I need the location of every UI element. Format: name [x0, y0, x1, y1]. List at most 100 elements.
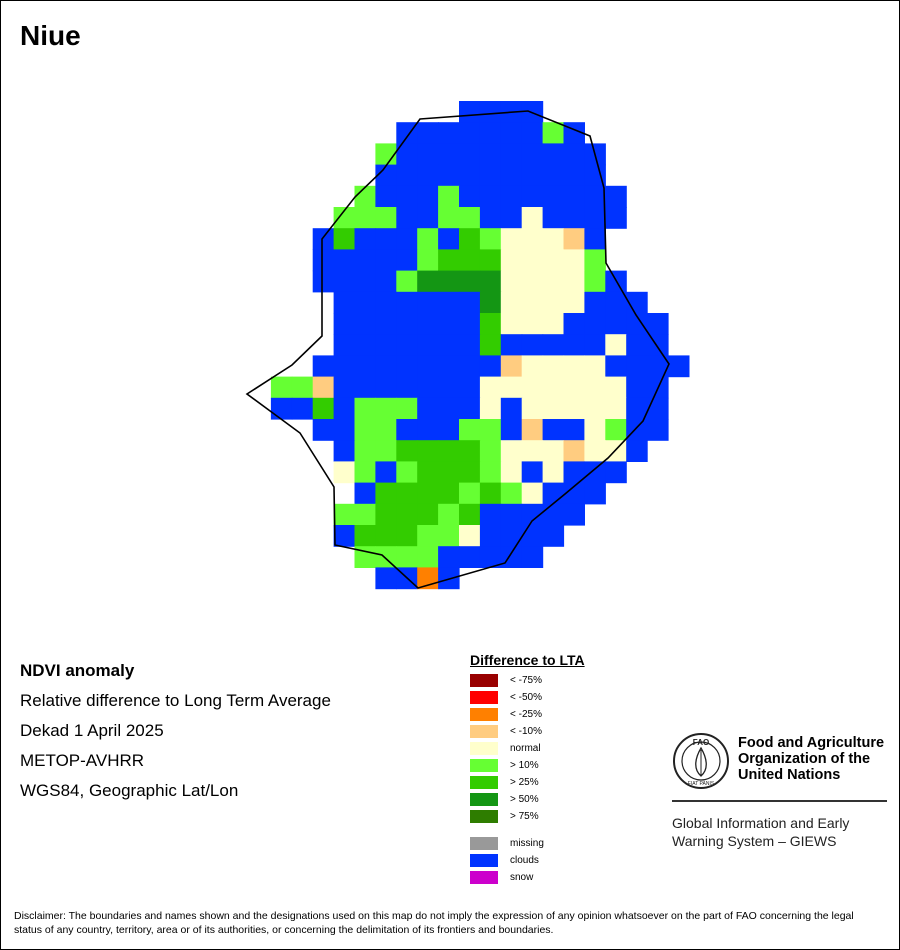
- grid-cell: [396, 440, 418, 462]
- grid-cell: [459, 313, 481, 335]
- grid-cell: [375, 207, 397, 229]
- grid-cell: [521, 228, 544, 250]
- grid-cell: [375, 334, 397, 356]
- grid-cell: [333, 291, 356, 314]
- grid-cell: [605, 419, 627, 441]
- grid-cell: [312, 419, 335, 441]
- grid-cell: [542, 185, 565, 208]
- grid-cell: [312, 228, 335, 250]
- legend-swatch: [470, 836, 498, 850]
- grid-cell: [626, 355, 648, 378]
- grid-cell: [542, 143, 565, 166]
- grid-cell: [479, 270, 502, 293]
- grid-cell: [479, 397, 502, 420]
- disclaimer: Disclaimer: The boundaries and names sho…: [14, 910, 854, 936]
- grid-cell: [500, 546, 523, 568]
- grid-cell: [647, 397, 669, 420]
- grid-cell: [479, 482, 502, 505]
- legend-label: < -75%: [510, 674, 542, 686]
- grid-cell: [563, 143, 585, 166]
- grid-cell: [563, 440, 585, 462]
- grid-cell: [459, 185, 481, 208]
- grid-cell: [438, 567, 460, 590]
- grid-cell: [563, 207, 585, 229]
- grid-cell: [479, 291, 502, 314]
- grid-cell: [333, 440, 356, 462]
- grid-cell: [459, 249, 481, 272]
- grid-cell: [270, 397, 293, 420]
- grid-cell: [438, 143, 460, 166]
- grid-cell: [479, 143, 502, 166]
- grid-cell: [459, 440, 481, 462]
- grid-cell: [479, 101, 502, 123]
- grid-cell: [354, 419, 376, 441]
- grid-cell: [396, 482, 418, 505]
- grid-cell: [605, 207, 627, 229]
- grid-cell: [375, 419, 397, 441]
- divider: [672, 800, 887, 802]
- grid-cell: [375, 164, 397, 187]
- legend-label: < -50%: [510, 691, 542, 703]
- grid-cell: [375, 461, 397, 484]
- grid-cell: [542, 334, 565, 356]
- legend-swatch: [470, 707, 498, 721]
- grid-cell: [605, 461, 627, 484]
- grid-cell: [521, 122, 544, 144]
- grid-cell: [584, 270, 606, 293]
- ndvi-anomaly-map: [245, 101, 690, 590]
- grid-cell: [584, 482, 606, 505]
- grid-cell: [417, 185, 439, 208]
- grid-cell: [396, 207, 418, 229]
- grid-cell: [396, 376, 418, 399]
- grid-cell: [396, 249, 418, 272]
- grid-cell: [354, 334, 376, 356]
- grid-cell: [500, 461, 523, 484]
- grid-cell: [375, 291, 397, 314]
- grid-cell: [312, 249, 335, 272]
- grid-cell: [584, 313, 606, 335]
- grid-cell: [459, 122, 481, 144]
- country-boundary: [245, 110, 670, 589]
- grid-cell: [417, 313, 439, 335]
- legend-swatch: [470, 690, 498, 704]
- grid-cell: [521, 143, 544, 166]
- legend-item: > 25%: [470, 775, 539, 789]
- grid-cell: [459, 419, 481, 441]
- legend-item: < -25%: [470, 707, 542, 721]
- grid-cell: [563, 270, 585, 293]
- grid-cell: [542, 440, 565, 462]
- grid-cell: [542, 461, 565, 484]
- grid-cell: [333, 397, 356, 420]
- grid-cell: [375, 546, 397, 568]
- grid-cell: [375, 482, 397, 505]
- grid-cell: [584, 419, 606, 441]
- grid-cell: [605, 185, 627, 208]
- grid-cell: [333, 419, 356, 441]
- grid-cell: [479, 207, 502, 229]
- grid-cell: [438, 482, 460, 505]
- grid-cell: [417, 334, 439, 356]
- grid-cell: [417, 546, 439, 568]
- grid-cell: [354, 185, 376, 208]
- grid-cell: [626, 419, 648, 441]
- legend-swatch: [470, 775, 498, 789]
- period: Dekad 1 April 2025: [20, 721, 164, 740]
- grid-cell: [438, 185, 460, 208]
- grid-cell: [438, 334, 460, 356]
- legend-label: > 50%: [510, 793, 539, 805]
- product-description: Relative difference to Long Term Average: [20, 691, 331, 710]
- grid-cell: [396, 143, 418, 166]
- grid-cell: [563, 376, 585, 399]
- legend-item: < -10%: [470, 724, 542, 738]
- grid-cell: [459, 334, 481, 356]
- grid-cell: [500, 228, 523, 250]
- legend-item: < -50%: [470, 690, 542, 704]
- grid-cell: [417, 228, 439, 250]
- grid-cell: [479, 185, 502, 208]
- grid-cell: [542, 419, 565, 441]
- grid-cell: [521, 419, 544, 441]
- grid-cell: [521, 376, 544, 399]
- grid-cell: [479, 376, 502, 399]
- grid-cell: [333, 525, 356, 547]
- grid-cell: [459, 461, 481, 484]
